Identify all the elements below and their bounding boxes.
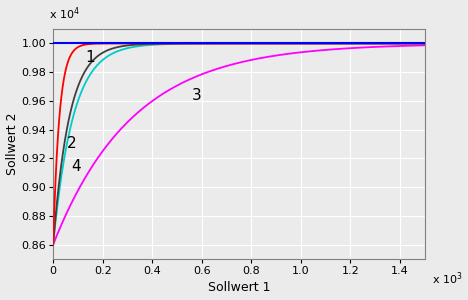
- Text: 1: 1: [85, 50, 95, 65]
- X-axis label: Sollwert 1: Sollwert 1: [208, 281, 270, 294]
- Text: 3: 3: [192, 88, 202, 103]
- Text: 2: 2: [67, 136, 76, 151]
- Text: x 10$^{4}$: x 10$^{4}$: [50, 6, 80, 22]
- Text: 4: 4: [71, 159, 80, 174]
- Y-axis label: Sollwert 2: Sollwert 2: [6, 113, 19, 175]
- Text: x 10$^{3}$: x 10$^{3}$: [432, 270, 463, 287]
